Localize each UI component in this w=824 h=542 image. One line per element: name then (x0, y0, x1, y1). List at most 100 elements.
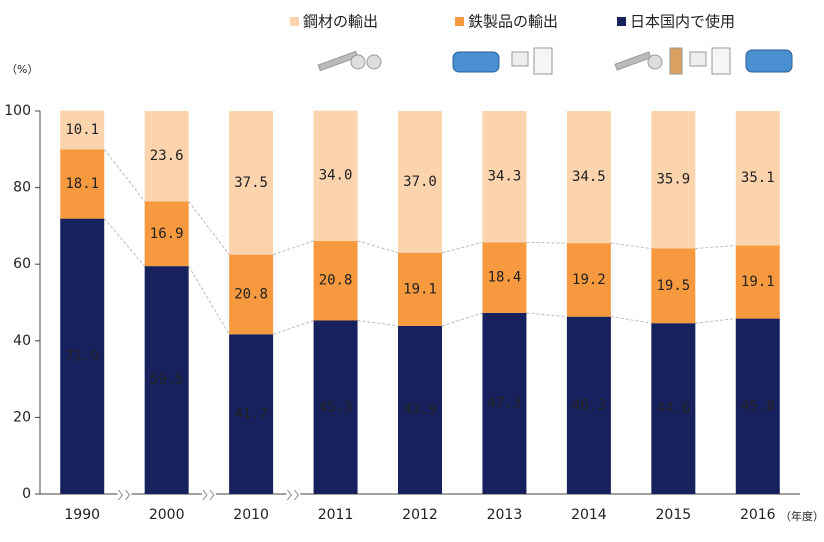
y-unit: （%） (6, 63, 38, 76)
bar-segment (229, 111, 274, 255)
data-label: 47.3 (488, 395, 522, 411)
connector-line (441, 312, 483, 327)
bar-segment (313, 240, 358, 321)
data-label: 18.1 (65, 176, 99, 192)
bar-segment (398, 252, 442, 326)
connector-line (526, 241, 567, 244)
data-label: 16.9 (150, 226, 184, 242)
legend-swatch (290, 17, 299, 26)
x-tick-label: 2010 (233, 507, 269, 523)
connector-line (441, 241, 483, 254)
legend-icons (317, 47, 793, 75)
bar-segment (229, 254, 274, 335)
y-tick-label: 60 (13, 256, 31, 272)
connector-line (695, 318, 736, 324)
data-label: 19.1 (403, 281, 437, 297)
connector-line (526, 312, 567, 318)
legend-label: 日本国内で使用 (630, 13, 735, 31)
x-tick-label: 2012 (402, 507, 438, 523)
bar-segment (144, 266, 189, 494)
bar-segment (482, 312, 527, 494)
x-tick-label: 1990 (64, 507, 100, 523)
y-tick-label: 20 (13, 409, 31, 425)
bar-segment (398, 111, 442, 253)
bar-segment (144, 111, 189, 202)
data-label: 19.2 (572, 272, 606, 288)
data-label: 34.5 (572, 169, 606, 185)
data-label: 23.6 (150, 148, 184, 164)
y-tick-label: 80 (13, 180, 31, 196)
bar-segment (566, 111, 611, 244)
bar-segment (735, 245, 780, 319)
x-tick-label: 2011 (318, 507, 354, 523)
bar-segment (735, 111, 780, 246)
y-tick-label: 40 (13, 333, 31, 349)
bar-segment (60, 149, 105, 219)
bar-segment (482, 242, 527, 313)
y-tick-label: 0 (22, 486, 31, 502)
axis-break (286, 489, 299, 501)
bar-segment (60, 110, 105, 150)
data-label: 35.9 (656, 172, 690, 188)
data-label: 43.9 (403, 402, 437, 418)
bar-segment (651, 248, 696, 324)
bar-segment (398, 325, 442, 494)
axis-break-gap (286, 490, 301, 498)
connector-line (610, 316, 652, 324)
connector-line (103, 148, 146, 202)
connector-line (188, 201, 230, 255)
bar-segment (313, 110, 358, 241)
bar-segment (651, 323, 696, 494)
x-tick-label: 2013 (487, 507, 523, 523)
axis-break-gap (201, 490, 216, 498)
data-label: 44.6 (656, 401, 690, 417)
connector-line (695, 244, 736, 249)
bar-segment (735, 318, 780, 494)
legend-label: 鋼材の輸出 (303, 13, 378, 31)
connector-line (103, 218, 146, 267)
x-tick-label: 2015 (656, 507, 692, 523)
data-label: 34.0 (319, 168, 353, 184)
data-label: 20.8 (319, 273, 353, 289)
connector-line (357, 320, 399, 327)
data-label: 10.1 (65, 122, 99, 138)
data-label: 41.7 (234, 406, 268, 422)
data-label: 19.5 (656, 278, 690, 294)
data-label: 45.3 (319, 399, 353, 415)
x-unit: （年度） (780, 509, 824, 523)
data-label: 37.0 (403, 174, 437, 190)
bar-segment (651, 111, 696, 249)
x-tick-label: 2000 (149, 507, 185, 523)
bar-segment (60, 218, 105, 495)
data-label: 35.1 (741, 170, 775, 186)
data-label: 37.5 (234, 175, 268, 191)
axis-break (118, 489, 131, 501)
connector-line (610, 242, 652, 249)
data-label: 34.3 (488, 169, 522, 185)
data-label: 46.3 (572, 397, 606, 413)
data-label: 19.1 (741, 274, 775, 290)
data-label: 59.5 (150, 372, 184, 388)
bar-segment (482, 111, 527, 243)
y-tick-label: 100 (4, 103, 31, 119)
connector-line (272, 320, 314, 335)
bar-segment (313, 320, 358, 494)
bar-segment (566, 243, 611, 317)
data-label: 18.4 (488, 270, 522, 286)
bar-segment (229, 334, 274, 494)
legend-swatch (455, 17, 464, 26)
legend-label: 鉄製品の輸出 (468, 13, 558, 31)
axis-break (202, 489, 215, 501)
axis-break-gap (117, 490, 132, 498)
connector-line (188, 265, 230, 335)
bar-segment (566, 316, 611, 494)
x-tick-label: 2016 (740, 507, 776, 523)
data-label: 71.9 (65, 348, 99, 364)
connector-line (357, 240, 399, 254)
data-label: 45.8 (741, 398, 775, 414)
legend-swatch (617, 17, 626, 26)
bar-segment (144, 201, 189, 267)
connector-line (272, 240, 314, 256)
x-tick-label: 2014 (571, 507, 607, 523)
